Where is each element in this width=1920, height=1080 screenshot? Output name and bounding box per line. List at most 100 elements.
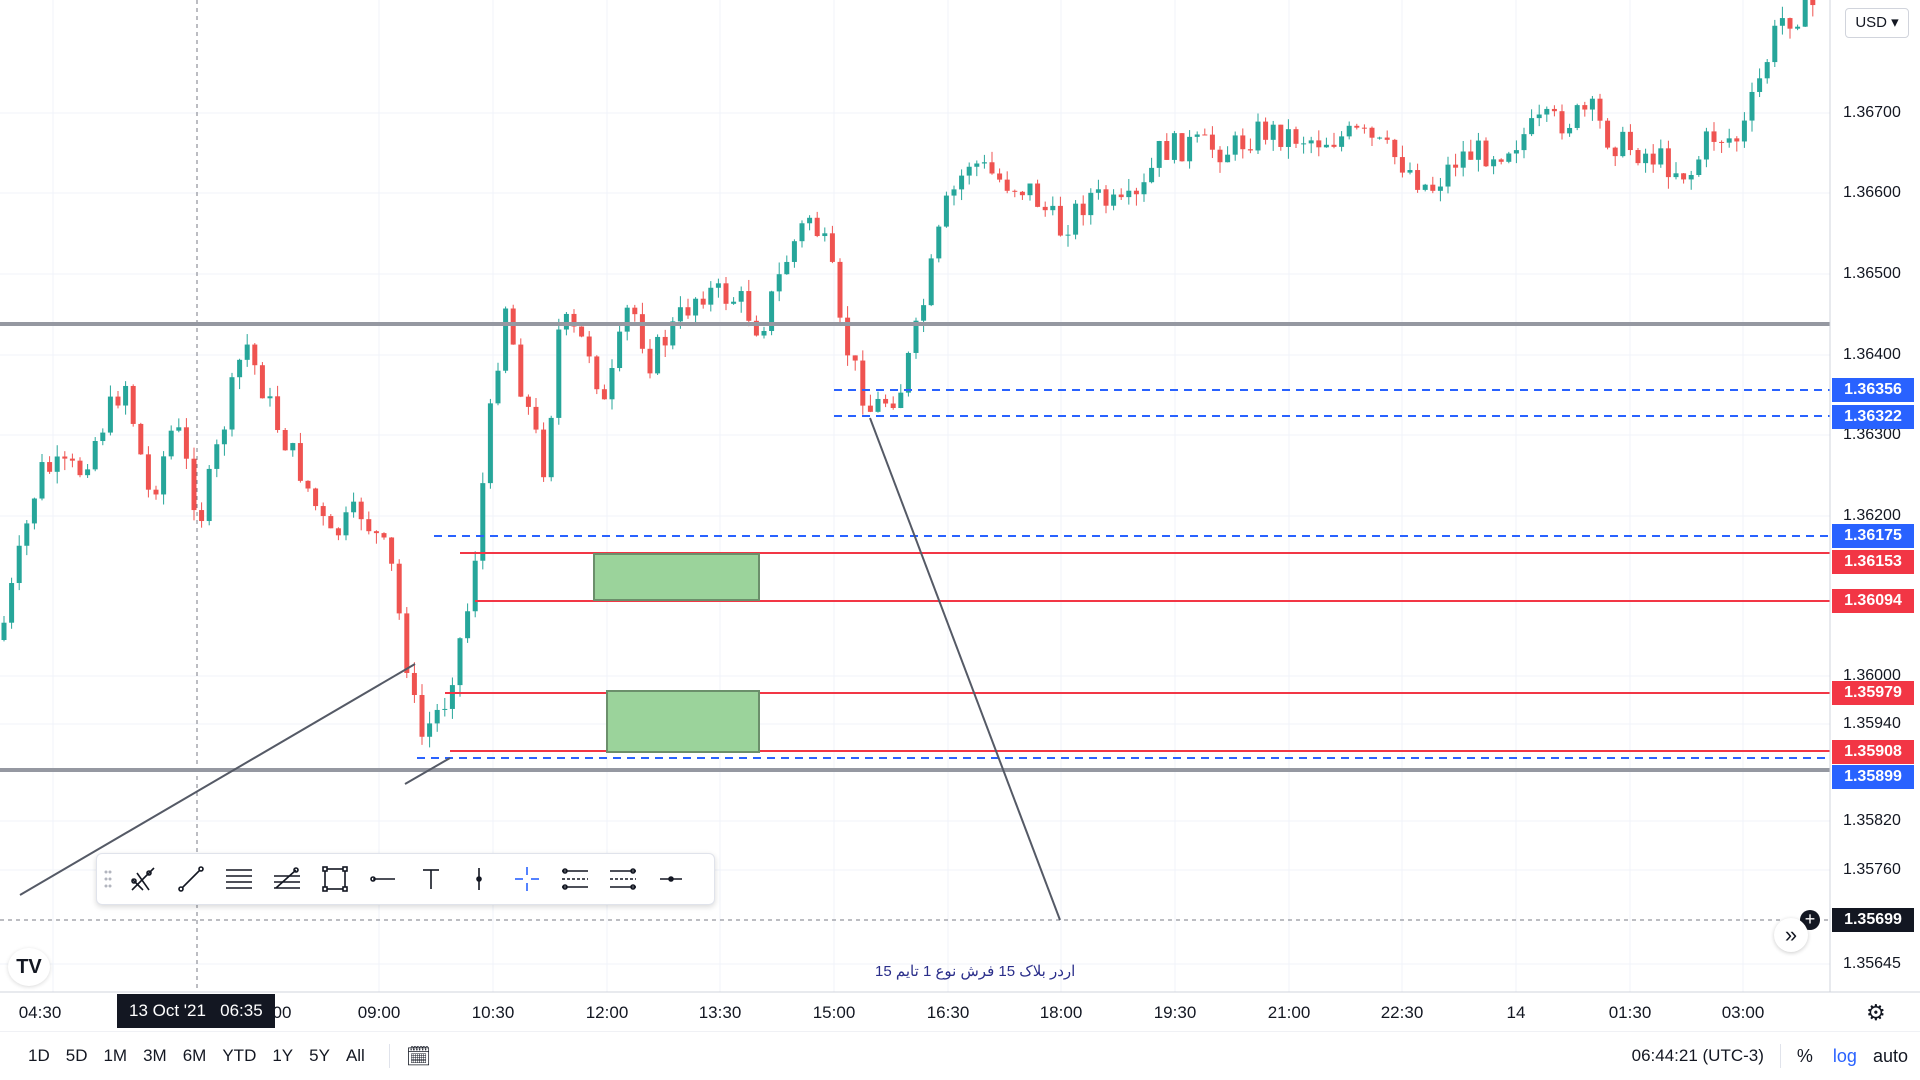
candle-body: [571, 313, 577, 327]
candle-body: [1316, 140, 1322, 148]
candle-body: [107, 396, 113, 433]
price-axis-label: 1.36700: [1843, 104, 1901, 121]
candle-body: [282, 430, 288, 451]
price-tag-1.36175[interactable]: 1.36175: [1832, 524, 1914, 548]
candle-body: [883, 398, 889, 404]
candle-body: [601, 389, 607, 400]
settings-gear-icon[interactable]: ⚙: [1866, 1000, 1886, 1025]
drawing-toolbar[interactable]: [96, 853, 715, 905]
currency-button[interactable]: USD ▾: [1845, 8, 1909, 38]
vertical-line-icon[interactable]: [455, 858, 503, 900]
range-button-ytd[interactable]: YTD: [222, 1046, 257, 1065]
tradingview-logo[interactable]: TV: [8, 948, 50, 986]
range-button-5y[interactable]: 5Y: [309, 1046, 330, 1065]
candle-body: [951, 189, 957, 196]
range-button-1m[interactable]: 1M: [103, 1046, 128, 1065]
range-button-all[interactable]: All: [345, 1046, 365, 1065]
time-axis-label: 00: [272, 1003, 292, 1022]
trend-line-icon[interactable]: [167, 858, 215, 900]
horizontal-ray-icon[interactable]: [359, 858, 407, 900]
candle-body: [297, 443, 303, 481]
price-tag-1.36322[interactable]: 1.36322: [1832, 405, 1914, 429]
candle-body: [85, 469, 91, 476]
candle-body: [1673, 173, 1679, 178]
time-axis-label: 16:30: [926, 1003, 970, 1022]
candle-body: [1035, 183, 1041, 207]
candle-body: [1415, 170, 1421, 190]
position-icon[interactable]: [551, 858, 599, 900]
range-button-6m[interactable]: 6M: [182, 1046, 207, 1065]
price-tag-1.35899[interactable]: 1.35899: [1832, 765, 1914, 789]
candle-body: [875, 398, 881, 412]
price-tag-1.35908[interactable]: 1.35908: [1832, 740, 1914, 764]
parallel-channel-icon[interactable]: [215, 858, 263, 900]
rectangle-icon[interactable]: [311, 858, 359, 900]
candle-body: [1209, 134, 1215, 150]
divider: [1779, 1044, 1781, 1068]
grip-icon[interactable]: [97, 858, 119, 900]
fib-icon[interactable]: [263, 858, 311, 900]
candle-body: [1141, 182, 1147, 195]
scroll-to-realtime-button[interactable]: »: [1774, 918, 1808, 952]
candle-body: [92, 441, 98, 470]
candle-body: [100, 432, 106, 442]
candle-body: [457, 638, 463, 686]
candle-body: [1422, 184, 1428, 190]
candle-body: [1491, 159, 1497, 167]
candle-body: [715, 283, 721, 288]
price-tag-1.36356[interactable]: 1.36356: [1832, 378, 1914, 402]
candle-body: [1643, 153, 1649, 164]
trend-line-3: [869, 417, 1061, 921]
candle-body: [1711, 131, 1717, 142]
crosshair-icon[interactable]: [503, 858, 551, 900]
candle-body: [1278, 124, 1284, 147]
candle-body: [556, 329, 562, 418]
candle-body: [609, 368, 615, 400]
trend-line-1: [19, 663, 416, 896]
candle-body: [503, 308, 509, 371]
candle-body: [267, 396, 273, 399]
time-axis-label: 15:00: [812, 1003, 856, 1022]
candle-body: [1103, 189, 1109, 206]
candle-body: [928, 258, 934, 306]
range-button-3m[interactable]: 3M: [143, 1046, 167, 1065]
clock[interactable]: 06:44:21 (UTC-3): [1631, 1046, 1764, 1065]
candle-body: [662, 336, 668, 346]
multi-line-icon[interactable]: [119, 858, 167, 900]
go-to-date-icon[interactable]: 🗓: [405, 1045, 432, 1068]
candle-body: [77, 460, 83, 476]
horizontal-line-icon[interactable]: [647, 858, 695, 900]
candle-body: [214, 444, 220, 469]
candle-body: [746, 291, 752, 321]
candle-body: [1, 622, 7, 640]
candle-body: [1551, 108, 1557, 112]
time-axis-label: 01:30: [1608, 1003, 1652, 1022]
range-button-5d[interactable]: 5D: [65, 1046, 88, 1065]
time-axis-label: 22:30: [1380, 1003, 1424, 1022]
candle-body: [47, 462, 53, 472]
candle-body: [411, 672, 417, 696]
double-chevron-right-icon: »: [1784, 922, 1798, 947]
candle-body: [1164, 141, 1170, 160]
text-icon[interactable]: [407, 858, 455, 900]
range-button-1y[interactable]: 1Y: [272, 1046, 294, 1065]
candle-body: [275, 396, 281, 431]
price-tag-1.35979[interactable]: 1.35979: [1832, 681, 1914, 705]
log-toggle[interactable]: log: [1832, 1045, 1857, 1066]
candle-body: [1437, 186, 1443, 191]
candle-body: [351, 501, 357, 513]
candle-body: [510, 308, 516, 345]
candle-body: [54, 456, 60, 472]
range-button-1d[interactable]: 1D: [28, 1046, 50, 1065]
price-tag-1.36094[interactable]: 1.36094: [1832, 589, 1914, 613]
time-axis-label: 04:30: [18, 1003, 62, 1022]
auto-toggle[interactable]: auto: [1872, 1045, 1908, 1066]
price-tag-1.36153[interactable]: 1.36153: [1832, 550, 1914, 574]
candle-body: [670, 321, 676, 346]
candle-body: [1703, 131, 1709, 160]
percent-toggle[interactable]: %: [1796, 1045, 1813, 1066]
order-block-annotation[interactable]: اردر بلاک 15 فرش نوع 1 تایم 15: [875, 963, 1076, 980]
forecast-icon[interactable]: [599, 858, 647, 900]
candle-body: [1042, 206, 1048, 211]
